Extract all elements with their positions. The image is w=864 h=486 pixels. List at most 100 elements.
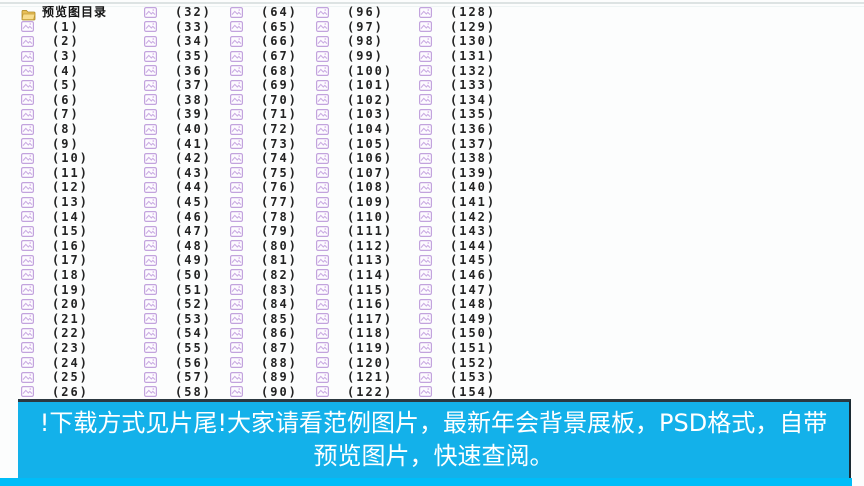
file-row[interactable]: (75)	[230, 166, 298, 181]
file-row[interactable]: (87)	[230, 341, 298, 356]
file-row[interactable]: (134)	[419, 93, 496, 108]
file-row[interactable]: (140)	[419, 180, 496, 195]
file-row[interactable]: (81)	[230, 253, 298, 268]
file-row[interactable]: (122)	[316, 384, 393, 399]
file-row[interactable]: (16)	[21, 239, 107, 254]
file-row[interactable]: (5)	[21, 78, 107, 93]
file-row[interactable]: (148)	[419, 297, 496, 312]
file-row[interactable]: (69)	[230, 78, 298, 93]
file-row[interactable]: (84)	[230, 297, 298, 312]
file-row[interactable]: (50)	[144, 268, 212, 283]
file-row[interactable]: (104)	[316, 122, 393, 137]
file-row[interactable]: (136)	[419, 122, 496, 137]
file-row[interactable]: (138)	[419, 151, 496, 166]
file-row[interactable]: (36)	[144, 63, 212, 78]
file-row[interactable]: (88)	[230, 355, 298, 370]
folder-row[interactable]: 预览图目录	[21, 5, 107, 21]
file-row[interactable]: (44)	[144, 180, 212, 195]
file-row[interactable]: (131)	[419, 49, 496, 64]
file-row[interactable]: (42)	[144, 151, 212, 166]
file-row[interactable]: (117)	[316, 311, 393, 326]
file-row[interactable]: (89)	[230, 370, 298, 385]
file-row[interactable]: (52)	[144, 297, 212, 312]
file-row[interactable]: (102)	[316, 93, 393, 108]
file-row[interactable]: (4)	[21, 63, 107, 78]
file-row[interactable]: (13)	[21, 195, 107, 210]
file-row[interactable]: (76)	[230, 180, 298, 195]
file-row[interactable]: (111)	[316, 224, 393, 239]
file-row[interactable]: (150)	[419, 326, 496, 341]
file-row[interactable]: (113)	[316, 253, 393, 268]
file-row[interactable]: (14)	[21, 209, 107, 224]
file-row[interactable]: (35)	[144, 49, 212, 64]
file-row[interactable]: (141)	[419, 195, 496, 210]
file-row[interactable]: (70)	[230, 93, 298, 108]
file-row[interactable]: (25)	[21, 370, 107, 385]
file-row[interactable]: (53)	[144, 311, 212, 326]
file-row[interactable]: (110)	[316, 209, 393, 224]
file-row[interactable]: (33)	[144, 20, 212, 35]
file-row[interactable]: (144)	[419, 239, 496, 254]
file-row[interactable]: (86)	[230, 326, 298, 341]
file-row[interactable]: (10)	[21, 151, 107, 166]
file-row[interactable]: (120)	[316, 355, 393, 370]
file-row[interactable]: (106)	[316, 151, 393, 166]
file-row[interactable]: (47)	[144, 224, 212, 239]
file-row[interactable]: (72)	[230, 122, 298, 137]
file-row[interactable]: (133)	[419, 78, 496, 93]
file-row[interactable]: (108)	[316, 180, 393, 195]
file-row[interactable]: (56)	[144, 355, 212, 370]
file-row[interactable]: (9)	[21, 136, 107, 151]
file-row[interactable]: (23)	[21, 341, 107, 356]
file-row[interactable]: (154)	[419, 384, 496, 399]
file-row[interactable]: (101)	[316, 78, 393, 93]
file-row[interactable]: (114)	[316, 268, 393, 283]
file-row[interactable]: (116)	[316, 297, 393, 312]
file-row[interactable]: (79)	[230, 224, 298, 239]
file-row[interactable]: (48)	[144, 239, 212, 254]
file-row[interactable]: (71)	[230, 107, 298, 122]
file-row[interactable]: (139)	[419, 166, 496, 181]
file-row[interactable]: (34)	[144, 34, 212, 49]
file-row[interactable]: (8)	[21, 122, 107, 137]
file-row[interactable]: (24)	[21, 355, 107, 370]
file-row[interactable]: (115)	[316, 282, 393, 297]
file-row[interactable]: (21)	[21, 311, 107, 326]
file-row[interactable]: (67)	[230, 49, 298, 64]
file-row[interactable]: (6)	[21, 93, 107, 108]
file-row[interactable]: (32)	[144, 5, 212, 20]
file-row[interactable]: (151)	[419, 341, 496, 356]
file-row[interactable]: (49)	[144, 253, 212, 268]
file-row[interactable]: (68)	[230, 63, 298, 78]
file-row[interactable]: (74)	[230, 151, 298, 166]
file-row[interactable]: (55)	[144, 341, 212, 356]
file-row[interactable]: (130)	[419, 34, 496, 49]
file-row[interactable]: (7)	[21, 107, 107, 122]
file-row[interactable]: (22)	[21, 326, 107, 341]
file-row[interactable]: (51)	[144, 282, 212, 297]
file-row[interactable]: (3)	[21, 49, 107, 64]
file-row[interactable]: (128)	[419, 5, 496, 20]
file-row[interactable]: (137)	[419, 136, 496, 151]
file-row[interactable]: (73)	[230, 136, 298, 151]
file-row[interactable]: (152)	[419, 355, 496, 370]
file-row[interactable]: (2)	[21, 34, 107, 49]
file-row[interactable]: (109)	[316, 195, 393, 210]
file-row[interactable]: (129)	[419, 20, 496, 35]
file-row[interactable]: (119)	[316, 341, 393, 356]
file-row[interactable]: (66)	[230, 34, 298, 49]
file-row[interactable]: (54)	[144, 326, 212, 341]
file-row[interactable]: (17)	[21, 253, 107, 268]
file-row[interactable]: (37)	[144, 78, 212, 93]
file-row[interactable]: (40)	[144, 122, 212, 137]
file-row[interactable]: (18)	[21, 268, 107, 283]
file-row[interactable]: (145)	[419, 253, 496, 268]
file-row[interactable]: (20)	[21, 297, 107, 312]
file-row[interactable]: (90)	[230, 384, 298, 399]
file-row[interactable]: (57)	[144, 370, 212, 385]
file-row[interactable]: (11)	[21, 166, 107, 181]
file-row[interactable]: (80)	[230, 239, 298, 254]
file-row[interactable]: (38)	[144, 93, 212, 108]
file-row[interactable]: (132)	[419, 63, 496, 78]
file-row[interactable]: (82)	[230, 268, 298, 283]
